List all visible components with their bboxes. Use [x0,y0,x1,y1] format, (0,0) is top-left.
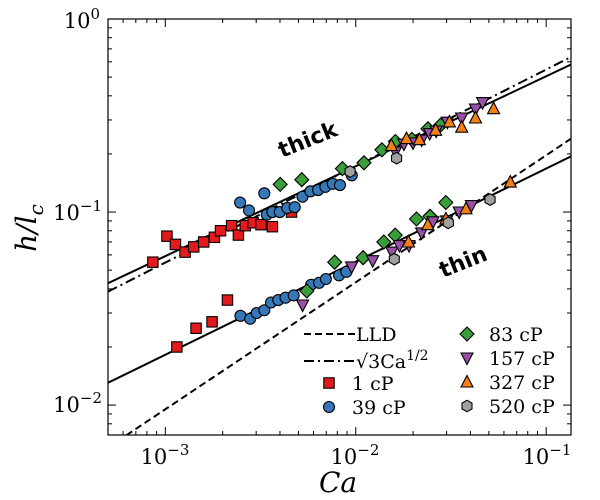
data-point [388,252,400,266]
data-point [326,254,343,270]
data-point [399,130,414,145]
data-point [234,196,247,209]
data-point [258,187,271,200]
data-point [468,103,483,117]
data-point [287,289,300,302]
legend-label: 1 cP [352,373,394,395]
data-point [401,234,416,248]
legend-marker [323,377,335,389]
data-point [169,238,182,251]
data-point [484,193,496,207]
data-point [438,194,454,211]
data-point [442,216,454,230]
legend-marker [460,352,474,366]
data-point [486,101,501,115]
data-point [319,272,332,286]
legend-label: 83 cP [489,324,543,346]
legend-label-sqrt: √3Ca1/2 [356,348,429,373]
data-point [468,110,483,124]
legend-marker [459,326,475,342]
x-tick-label: 10−2 [331,441,380,469]
data-point [376,234,392,250]
x-tick-labels: 10−3 10−2 10−1 [141,441,572,469]
x-tick-label: 10−3 [141,441,190,469]
data-point [208,231,221,244]
x-axis-title: Ca [319,466,357,499]
data-point [459,201,473,215]
legend-label-lld: LLD [356,324,396,346]
data-point [390,151,403,165]
data-point [197,236,210,248]
data-point [428,122,443,136]
data-point [258,304,271,317]
data-point [288,201,301,214]
data-point [294,171,310,188]
legend-marker [460,374,474,388]
x-tick-label: 10−1 [523,441,572,469]
data-point [356,155,372,171]
data-point [414,227,429,241]
data-point [412,132,427,146]
data-point [442,114,457,128]
legend-label: 327 cP [489,372,555,394]
data-point [161,230,173,242]
legend-label: 520 cP [489,396,555,418]
legend-marker [461,399,473,413]
data-point [420,217,435,231]
y-tick-label: 10−1 [53,197,102,225]
series-327-cp [384,101,518,248]
y-axis-title: h/lc [10,204,48,252]
data-point [408,211,425,227]
y-tick-label: 100 [64,5,100,33]
data-point [272,176,288,193]
series-1-cp [147,206,298,353]
series-39-cp [234,169,358,325]
data-point [147,256,159,268]
y-tick-labels: 10−2 10−1 100 [53,5,102,417]
legend-marker [322,400,336,414]
data-point [454,119,469,133]
data-point [295,299,310,313]
y-tick-label: 10−2 [53,389,102,417]
series-520-cp [344,151,496,266]
data-point [365,255,380,269]
data-point [384,137,399,152]
data-point [187,241,200,253]
data-point [344,165,356,179]
data-point [299,283,315,299]
data-point [221,294,234,306]
data-point [266,220,279,233]
data-point [384,246,399,260]
points-layer [147,97,518,353]
data-point [503,174,518,188]
data-point [255,218,267,231]
data-point [171,341,183,353]
legend-label: 39 cP [352,397,406,419]
data-point [214,225,227,237]
line-lld [124,137,571,435]
legend-label: 157 cP [489,348,555,370]
data-point [190,322,202,335]
data-point [242,204,256,217]
data-point [225,219,238,232]
data-point [344,261,359,275]
data-point [454,112,469,126]
data-point [475,97,490,111]
plot-area [108,19,571,435]
data-point [333,178,346,192]
data-point [232,229,245,241]
data-point [206,316,218,328]
plot-frame [107,18,572,436]
